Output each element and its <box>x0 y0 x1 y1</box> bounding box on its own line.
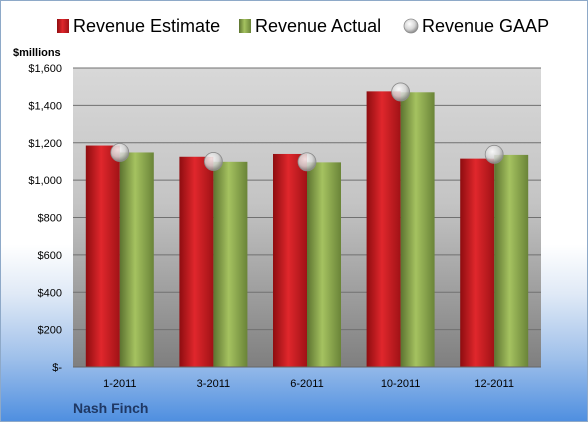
gaap-markers <box>110 82 504 172</box>
y-tick-label: $1,400 <box>28 100 62 112</box>
x-tick-label: 6-2011 <box>290 378 323 390</box>
company-name: Nash Finch <box>73 400 148 416</box>
bar-estimate <box>366 91 401 367</box>
bars <box>85 91 529 367</box>
legend-swatch-actual <box>239 19 251 33</box>
legend: Revenue Estimate Revenue Actual Revenue … <box>57 16 549 36</box>
y-tick-label: $600 <box>38 250 62 262</box>
y-tick-label: $1,600 <box>28 63 62 75</box>
legend-marker-gaap <box>403 18 419 34</box>
marker-gaap <box>297 152 317 172</box>
bar-actual <box>494 154 529 367</box>
bar-actual <box>213 161 248 367</box>
x-tick-label: 10-2011 <box>381 378 421 390</box>
x-tick-label: 12-2011 <box>474 378 514 390</box>
marker-gaap <box>484 144 504 164</box>
x-tick-label: 1-2011 <box>103 378 136 390</box>
bar-estimate <box>179 156 214 367</box>
bar-estimate <box>85 145 120 367</box>
y-tick-label: $200 <box>38 325 62 337</box>
marker-gaap <box>391 82 411 102</box>
y-axis-ticks: $- $200 $400 $600 $800 $1,000 $1,200 $1,400 $1,6… <box>28 63 62 374</box>
legend-label-estimate: Revenue Estimate <box>73 16 220 36</box>
y-tick-label: $1,000 <box>28 175 62 187</box>
y-tick-label: $- <box>52 362 62 374</box>
y-tick-label: $800 <box>38 213 62 225</box>
y-axis-label: $millions <box>13 47 61 59</box>
legend-label-gaap: Revenue GAAP <box>422 16 549 36</box>
marker-gaap <box>110 143 130 162</box>
y-tick-label: $1,200 <box>28 138 62 150</box>
bar-actual <box>307 162 341 367</box>
bar-actual <box>119 152 154 367</box>
marker-gaap <box>203 152 223 171</box>
x-axis-ticks: 1-2011 3-2011 6-2011 10-2011 12-2011 <box>103 378 514 390</box>
y-tick-label: $400 <box>38 287 62 299</box>
legend-swatch-estimate <box>57 19 69 33</box>
bar-estimate <box>460 158 495 367</box>
bar-estimate <box>273 153 307 367</box>
bar-actual <box>400 92 435 367</box>
legend-label-actual: Revenue Actual <box>255 16 381 36</box>
x-tick-label: 3-2011 <box>197 378 230 390</box>
